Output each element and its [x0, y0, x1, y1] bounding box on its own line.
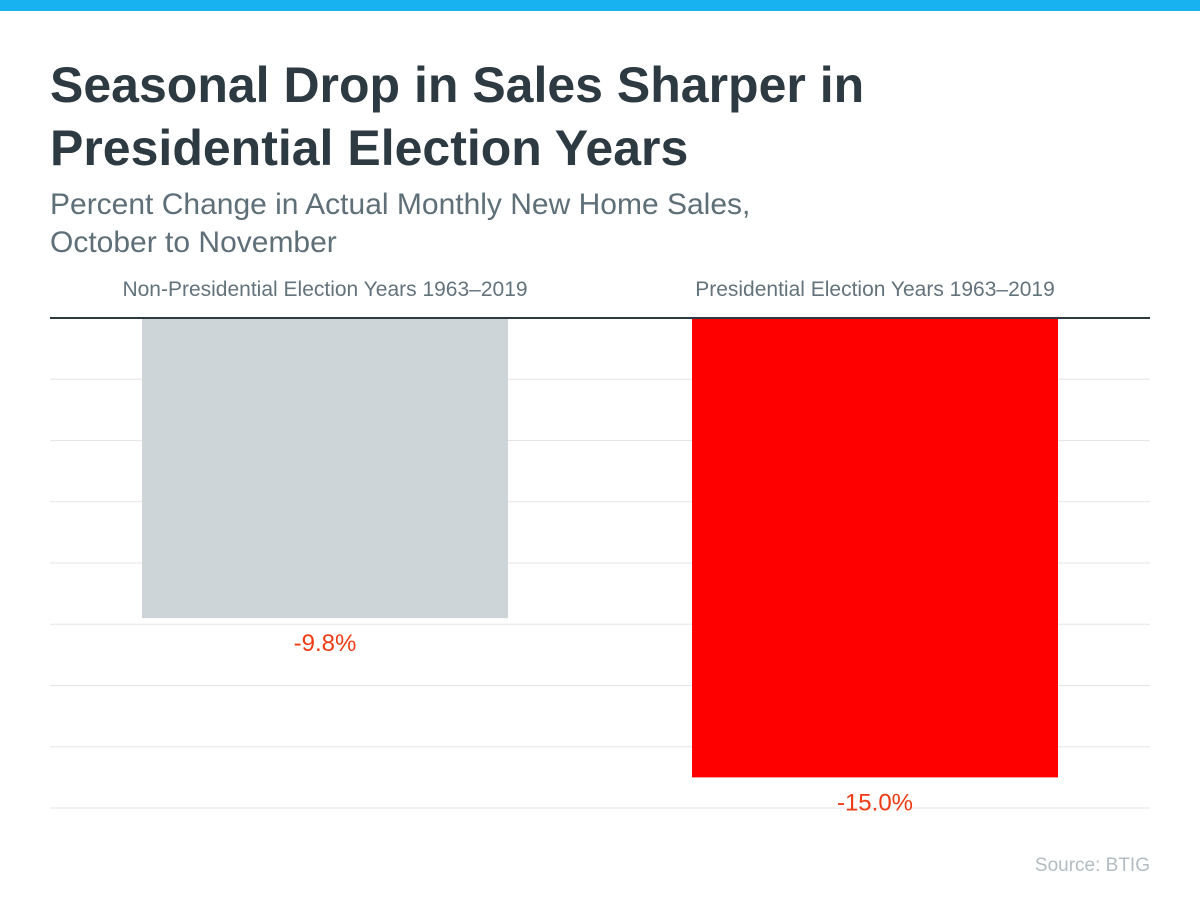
- value-labels: -9.8% -15.0%: [294, 630, 913, 816]
- bar-presidential: [692, 318, 1058, 778]
- category-label-presidential: Presidential Election Years 1963–2019: [695, 278, 1055, 301]
- value-label-non-presidential: -9.8%: [294, 630, 357, 657]
- bar-non-presidential: [142, 318, 508, 619]
- category-label-non-presidential: Non-Presidential Election Years 1963–201…: [122, 278, 528, 301]
- bars: [142, 318, 1058, 778]
- chart-title-line-1: Seasonal Drop in Sales Sharper in: [50, 57, 865, 113]
- chart-title: Seasonal Drop in Sales Sharper in Presid…: [50, 54, 1150, 180]
- chart-subtitle: Percent Change in Actual Monthly New Hom…: [50, 186, 1150, 262]
- chart-subtitle-line-2: October to November: [50, 226, 337, 259]
- top-accent-bar: [0, 0, 1200, 11]
- chart-subtitle-line-1: Percent Change in Actual Monthly New Hom…: [50, 188, 751, 221]
- value-label-presidential: -15.0%: [837, 789, 913, 816]
- chart-title-line-2: Presidential Election Years: [50, 120, 689, 176]
- source-note: Source: BTIG: [1034, 855, 1150, 876]
